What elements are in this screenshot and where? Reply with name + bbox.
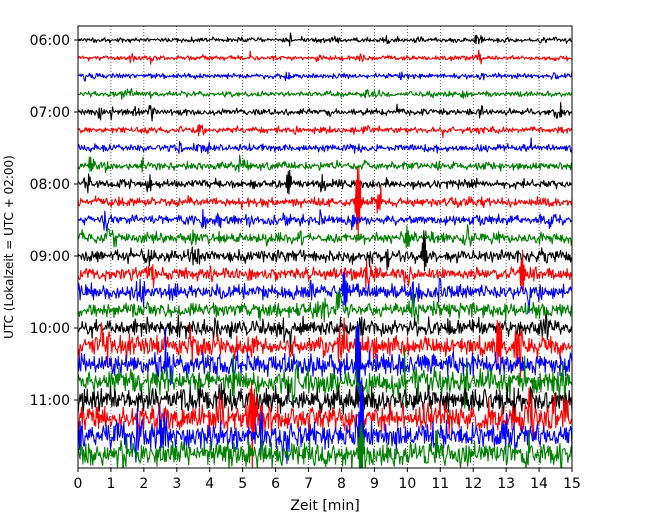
x-tick-label: 11 — [431, 476, 449, 492]
seismic-trace — [78, 271, 572, 314]
plot-frame — [77, 25, 573, 469]
x-tick-label: 10 — [398, 476, 416, 492]
y-tick-label: 10:00 — [30, 321, 70, 337]
seismic-trace — [78, 32, 572, 47]
x-tick-label: 6 — [271, 476, 280, 492]
x-tick-label: 4 — [205, 476, 214, 492]
seismic-trace — [78, 230, 572, 272]
x-tick-label: 8 — [337, 476, 346, 492]
x-tick-label: 3 — [172, 476, 181, 492]
y-tick-label: 07:00 — [30, 105, 70, 121]
seismic-trace — [78, 154, 572, 173]
y-tick-label: 08:00 — [30, 177, 70, 193]
seismic-trace — [78, 88, 572, 100]
x-tick-label: 1 — [106, 476, 115, 492]
seismic-trace — [78, 290, 572, 325]
y-axis-label: UTC (Lokalzeit = UTC + 02:00) — [2, 155, 16, 339]
x-tick-label: 12 — [464, 476, 482, 492]
seismic-trace — [78, 123, 572, 138]
seismic-trace — [78, 380, 572, 468]
seismic-trace — [78, 422, 572, 468]
x-tick-label: 2 — [139, 476, 148, 492]
y-tick-label: 09:00 — [30, 249, 70, 265]
seismic-trace — [78, 102, 572, 122]
x-tick-label: 0 — [74, 476, 83, 492]
seismic-trace — [78, 70, 572, 82]
x-tick-label: 9 — [370, 476, 379, 492]
seismic-trace — [78, 322, 572, 408]
x-tick-label: 7 — [304, 476, 313, 492]
x-tick-label: 13 — [497, 476, 515, 492]
seismic-trace — [78, 167, 572, 237]
x-tick-label: 14 — [530, 476, 548, 492]
seismic-trace — [78, 249, 572, 292]
x-axis-ticks: 0 1 2 3 4 5 6 7 8 9 10 11 12 13 14 15 — [74, 468, 581, 492]
seismic-trace — [78, 208, 572, 233]
x-tick-label: 15 — [563, 476, 581, 492]
x-axis-label: Zeit [min] — [290, 498, 359, 514]
y-tick-label: 11:00 — [30, 393, 70, 409]
seismic-trace — [78, 313, 572, 352]
seismic-trace — [78, 224, 572, 249]
y-tick-label: 06:00 — [30, 33, 70, 49]
x-tick-label: 5 — [238, 476, 247, 492]
seismic-trace — [78, 169, 572, 195]
seismic-trace — [78, 382, 572, 422]
y-axis-ticks: 06:00 07:00 08:00 09:00 10:00 11:00 — [30, 33, 78, 409]
seismic-trace — [78, 49, 572, 65]
seismic-trace — [78, 317, 572, 378]
seismic-trace — [78, 137, 572, 155]
trace-group — [78, 32, 572, 468]
